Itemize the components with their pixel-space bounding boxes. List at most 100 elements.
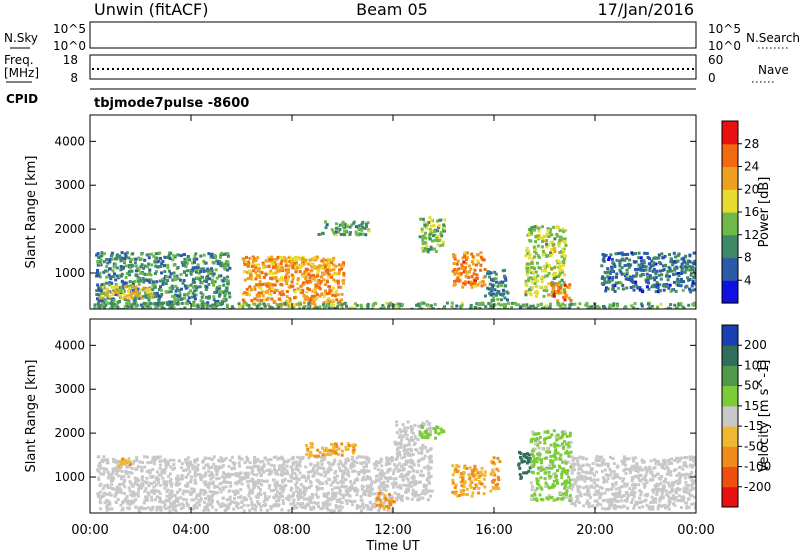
power-echo-cell <box>273 300 276 303</box>
velocity-echo-cell <box>327 468 330 471</box>
power-echo-cell <box>99 272 102 275</box>
power-echo-cell <box>283 302 286 305</box>
velocity-echo-cell <box>176 475 179 478</box>
power-echo-cell <box>262 266 265 269</box>
velocity-echo-cell <box>324 475 327 478</box>
velocity-echo-cell <box>268 487 271 490</box>
velocity-echo-cell <box>309 451 312 454</box>
power-colorbar-tick-label: 28 <box>744 137 759 151</box>
power-echo-cell <box>650 277 653 280</box>
power-echo-cell <box>541 280 544 283</box>
velocity-echo-cell <box>250 489 253 492</box>
velocity-echo-cell <box>313 455 316 458</box>
power-echo-cell <box>266 285 269 288</box>
power-echo-cell <box>606 267 609 270</box>
power-echo-cell <box>479 302 482 305</box>
velocity-echo-cell <box>251 478 254 481</box>
power-echo-cell <box>542 253 545 256</box>
velocity-echo-cell <box>160 474 163 477</box>
velocity-echo-cell <box>110 483 113 486</box>
power-echo-cell <box>224 265 227 268</box>
power-echo-cell <box>150 253 153 256</box>
velocity-echo-cell <box>174 494 177 497</box>
power-echo-cell <box>156 260 159 263</box>
power-colorbar-segment <box>722 235 738 258</box>
velocity-echo-cell <box>395 420 398 423</box>
velocity-echo-cell <box>360 509 363 512</box>
power-echo-cell <box>243 270 246 273</box>
velocity-echo-cell <box>412 453 415 456</box>
power-echo-cell <box>163 264 166 267</box>
power-echo-cell <box>678 253 681 256</box>
power-echo-cell <box>555 284 558 287</box>
power-echo-cell <box>111 293 114 296</box>
power-echo-cell <box>344 302 347 305</box>
velocity-echo-cell <box>357 471 360 474</box>
power-echo-cell <box>166 303 169 306</box>
power-echo-cell <box>560 306 563 309</box>
velocity-echo-cell <box>530 494 533 497</box>
velocity-echo-cell <box>327 471 330 474</box>
velocity-echo-cell <box>356 507 359 510</box>
velocity-echo-cell <box>99 507 102 510</box>
power-echo-cell <box>162 280 165 283</box>
power-echo-cell <box>226 286 229 289</box>
power-echo-cell <box>337 286 340 289</box>
power-echo-cell <box>309 299 312 302</box>
velocity-echo-cell <box>533 494 536 497</box>
power-echo-cell <box>121 280 124 283</box>
power-echo-cell <box>640 256 643 259</box>
velocity-echo-cell <box>346 493 349 496</box>
velocity-echo-cell <box>304 506 307 509</box>
power-echo-cell <box>96 297 99 300</box>
power-echo-cell <box>425 303 428 306</box>
power-echo-cell <box>453 273 456 276</box>
velocity-echo-cell <box>315 502 318 505</box>
velocity-echo-cell <box>383 494 386 497</box>
velocity-echo-cell <box>421 458 424 461</box>
velocity-echo-cell <box>562 445 565 448</box>
power-echo-cell <box>421 239 424 242</box>
power-echo-cell <box>615 276 618 279</box>
velocity-echo-cell <box>402 423 405 426</box>
velocity-echo-cell <box>191 467 194 470</box>
velocity-echo-cell <box>408 443 411 446</box>
velocity-echo-cell <box>334 451 337 454</box>
velocity-echo-cell <box>356 490 359 493</box>
velocity-echo-cell <box>141 475 144 478</box>
power-echo-cell <box>312 274 315 277</box>
power-echo-cell <box>612 303 615 306</box>
power-echo-cell <box>398 303 401 306</box>
power-echo-cell <box>534 225 537 228</box>
velocity-echo-cell <box>456 470 459 473</box>
velocity-echo-cell <box>207 509 210 512</box>
power-echo-cell <box>269 283 272 286</box>
velocity-echo-cell <box>152 457 155 460</box>
velocity-echo-cell <box>232 461 235 464</box>
power-echo-cell <box>497 302 500 305</box>
velocity-echo-cell <box>121 470 124 473</box>
power-echo-cell <box>451 302 454 305</box>
velocity-echo-cell <box>423 466 426 469</box>
velocity-echo-cell <box>171 468 174 471</box>
power-echo-cell <box>256 274 259 277</box>
power-echo-cell <box>323 305 326 308</box>
power-echo-cell <box>195 285 198 288</box>
power-echo-cell <box>337 231 340 234</box>
power-echo-cell <box>287 299 290 302</box>
power-echo-cell <box>545 304 548 307</box>
power-echo-cell <box>429 238 432 241</box>
power-echo-cell <box>639 275 642 278</box>
velocity-echo-cell <box>287 509 290 512</box>
power-echo-cell <box>529 269 532 272</box>
velocity-echo-cell <box>117 466 120 469</box>
power-echo-cell <box>633 260 636 263</box>
velocity-echo-cell <box>247 504 250 507</box>
power-ylabel: Slant Range [km] <box>24 156 39 269</box>
power-echo-cell <box>342 225 345 228</box>
power-echo-cell <box>307 302 310 305</box>
velocity-echo-cell <box>287 459 290 462</box>
velocity-echo-cell <box>106 509 109 512</box>
power-echo-cell <box>327 300 330 303</box>
velocity-echo-cell <box>565 493 568 496</box>
